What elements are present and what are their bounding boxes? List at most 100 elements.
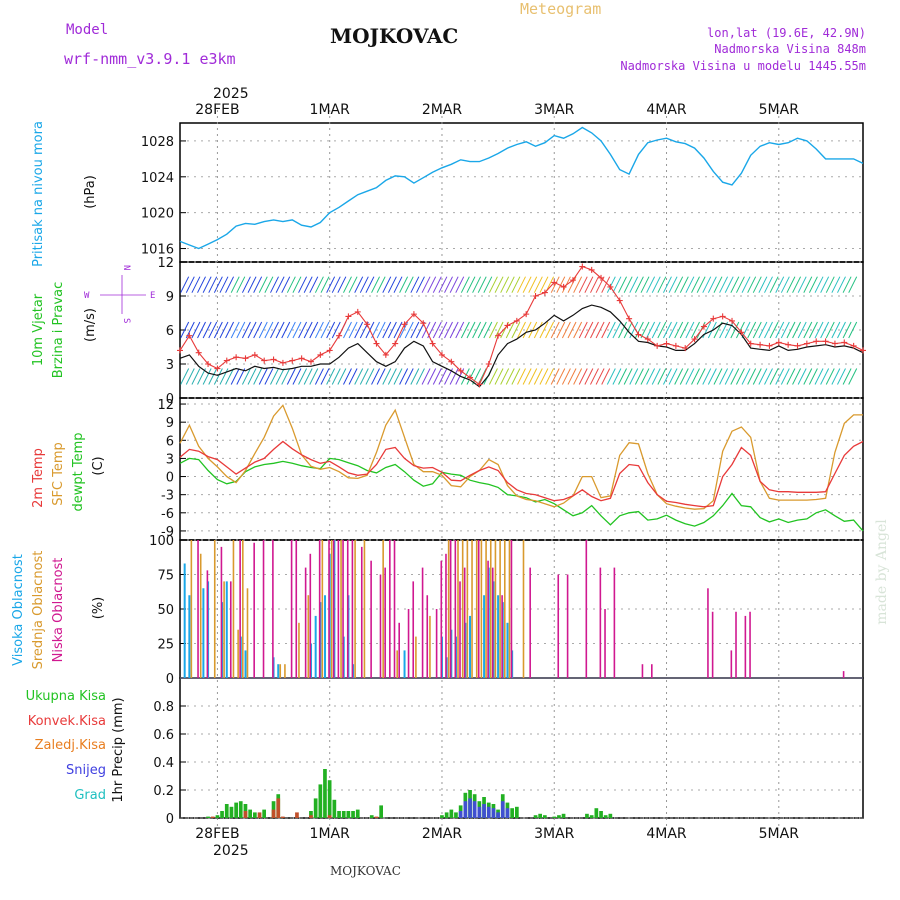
wind-barb: [180, 368, 190, 385]
y-tick-label: 100: [149, 534, 174, 549]
wind-barb: [185, 276, 195, 293]
wind-barb: [803, 368, 813, 385]
precip-bar: [538, 813, 542, 818]
wind-barb: [792, 276, 802, 293]
wind-barb: [444, 321, 453, 339]
wind-barb: [623, 368, 633, 385]
wind-barb: [466, 276, 476, 293]
precip-bar: [468, 798, 472, 818]
wind-barb: [578, 276, 588, 293]
wind-gust-marker: [850, 342, 857, 349]
wind-barb: [455, 321, 465, 339]
pressure-panel: Pritisak na nivou mora (hPa): [31, 121, 864, 267]
coords-label: lon,lat (19.6E, 42.9N): [707, 26, 866, 40]
wind-gust-marker: [560, 283, 567, 290]
wind-barb: [634, 321, 644, 339]
wind-barb: [719, 276, 729, 293]
legend-east: E: [150, 291, 155, 301]
wind-barb: [213, 276, 223, 293]
wind-barb: [393, 321, 403, 339]
wind-barb: [343, 276, 352, 293]
wind-gust-marker: [635, 331, 642, 338]
wind-barb: [320, 321, 330, 339]
legend-south: S: [121, 318, 131, 323]
bottom-day-label: 4MAR: [646, 826, 687, 842]
wind-gust-marker: [785, 341, 792, 348]
precip-bar: [379, 805, 383, 818]
y-tick-label: 1016: [141, 243, 174, 258]
wind-gust-marker: [233, 354, 240, 361]
wind-barb: [359, 276, 369, 293]
cloud-bars: [180, 540, 863, 679]
precip-bar: [327, 815, 332, 818]
wind-barb: [298, 321, 308, 339]
wind-barb: [533, 368, 543, 385]
precip-bar: [589, 815, 594, 818]
wind-barb: [241, 368, 251, 385]
precip-bar: [491, 808, 496, 818]
wind-barb: [808, 321, 818, 339]
wind-barb: [270, 321, 279, 339]
wind-barb: [309, 368, 319, 385]
temp2m-series: [179, 440, 864, 508]
wind-barb: [258, 321, 268, 339]
temp2m-label: 2m Temp: [31, 448, 46, 508]
wind-barb: [298, 368, 308, 385]
wind-barb: [724, 276, 734, 293]
wind-barb: [460, 276, 470, 293]
wind-gust-marker: [710, 315, 717, 322]
wind-barb: [691, 321, 700, 339]
wind-barb: [573, 368, 583, 385]
wind-barb: [584, 321, 594, 339]
wind-barb: [679, 321, 689, 339]
wind-barb: [522, 276, 532, 293]
y-tick-label: 12: [157, 256, 174, 271]
model-elevation-label: Nadmorska Visina u modelu 1445.55m: [620, 59, 866, 73]
wind-barb: [820, 368, 830, 385]
precip-bar: [281, 816, 285, 818]
wind-barb: [404, 276, 414, 293]
wind-barb: [236, 321, 246, 339]
wind-barb: [646, 368, 656, 385]
wind-gust-marker: [551, 279, 558, 286]
sfc-temp-series: [179, 404, 863, 510]
wind-barb: [561, 321, 571, 339]
wind-barb: [797, 276, 807, 293]
wind-barb: [494, 368, 504, 385]
precip-bar: [351, 811, 355, 818]
wind-barb: [590, 276, 599, 293]
wind-barb: [752, 321, 762, 339]
wind-barb: [264, 276, 274, 293]
wind-barb: [371, 368, 380, 385]
wind-gust-marker: [691, 336, 698, 343]
wind-barb: [208, 276, 218, 293]
wind-barb: [696, 276, 706, 293]
wind-barb: [668, 276, 678, 293]
wind-gust-marker: [513, 317, 520, 324]
wind-barb: [421, 276, 431, 293]
wind-barb: [792, 321, 802, 339]
wind-barb: [685, 276, 695, 293]
wind-barb: [348, 321, 358, 339]
precip-bar: [206, 816, 210, 818]
wind-barb: [488, 368, 498, 385]
wind-barb: [225, 368, 235, 385]
wind-barb: [359, 368, 369, 385]
wind-barb: [618, 276, 627, 293]
wind-barb: [511, 368, 521, 385]
precip-legend-conv: Konvek.Kisa: [28, 714, 106, 729]
wind-barb: [758, 276, 768, 293]
wind-barb: [376, 368, 386, 385]
wind-barb: [741, 276, 751, 293]
temp-unit: (C): [91, 456, 106, 475]
wind-barb: [410, 321, 420, 339]
precip-bar: [510, 808, 514, 818]
precip-bar: [229, 806, 234, 818]
wind-barb: [578, 368, 588, 385]
wind-barb: [320, 276, 330, 293]
wind-gust-marker: [766, 342, 773, 349]
wind-barb: [808, 276, 818, 293]
wind-barb: [416, 368, 425, 385]
precip-bar: [210, 816, 215, 818]
wind-barb: [337, 276, 347, 293]
